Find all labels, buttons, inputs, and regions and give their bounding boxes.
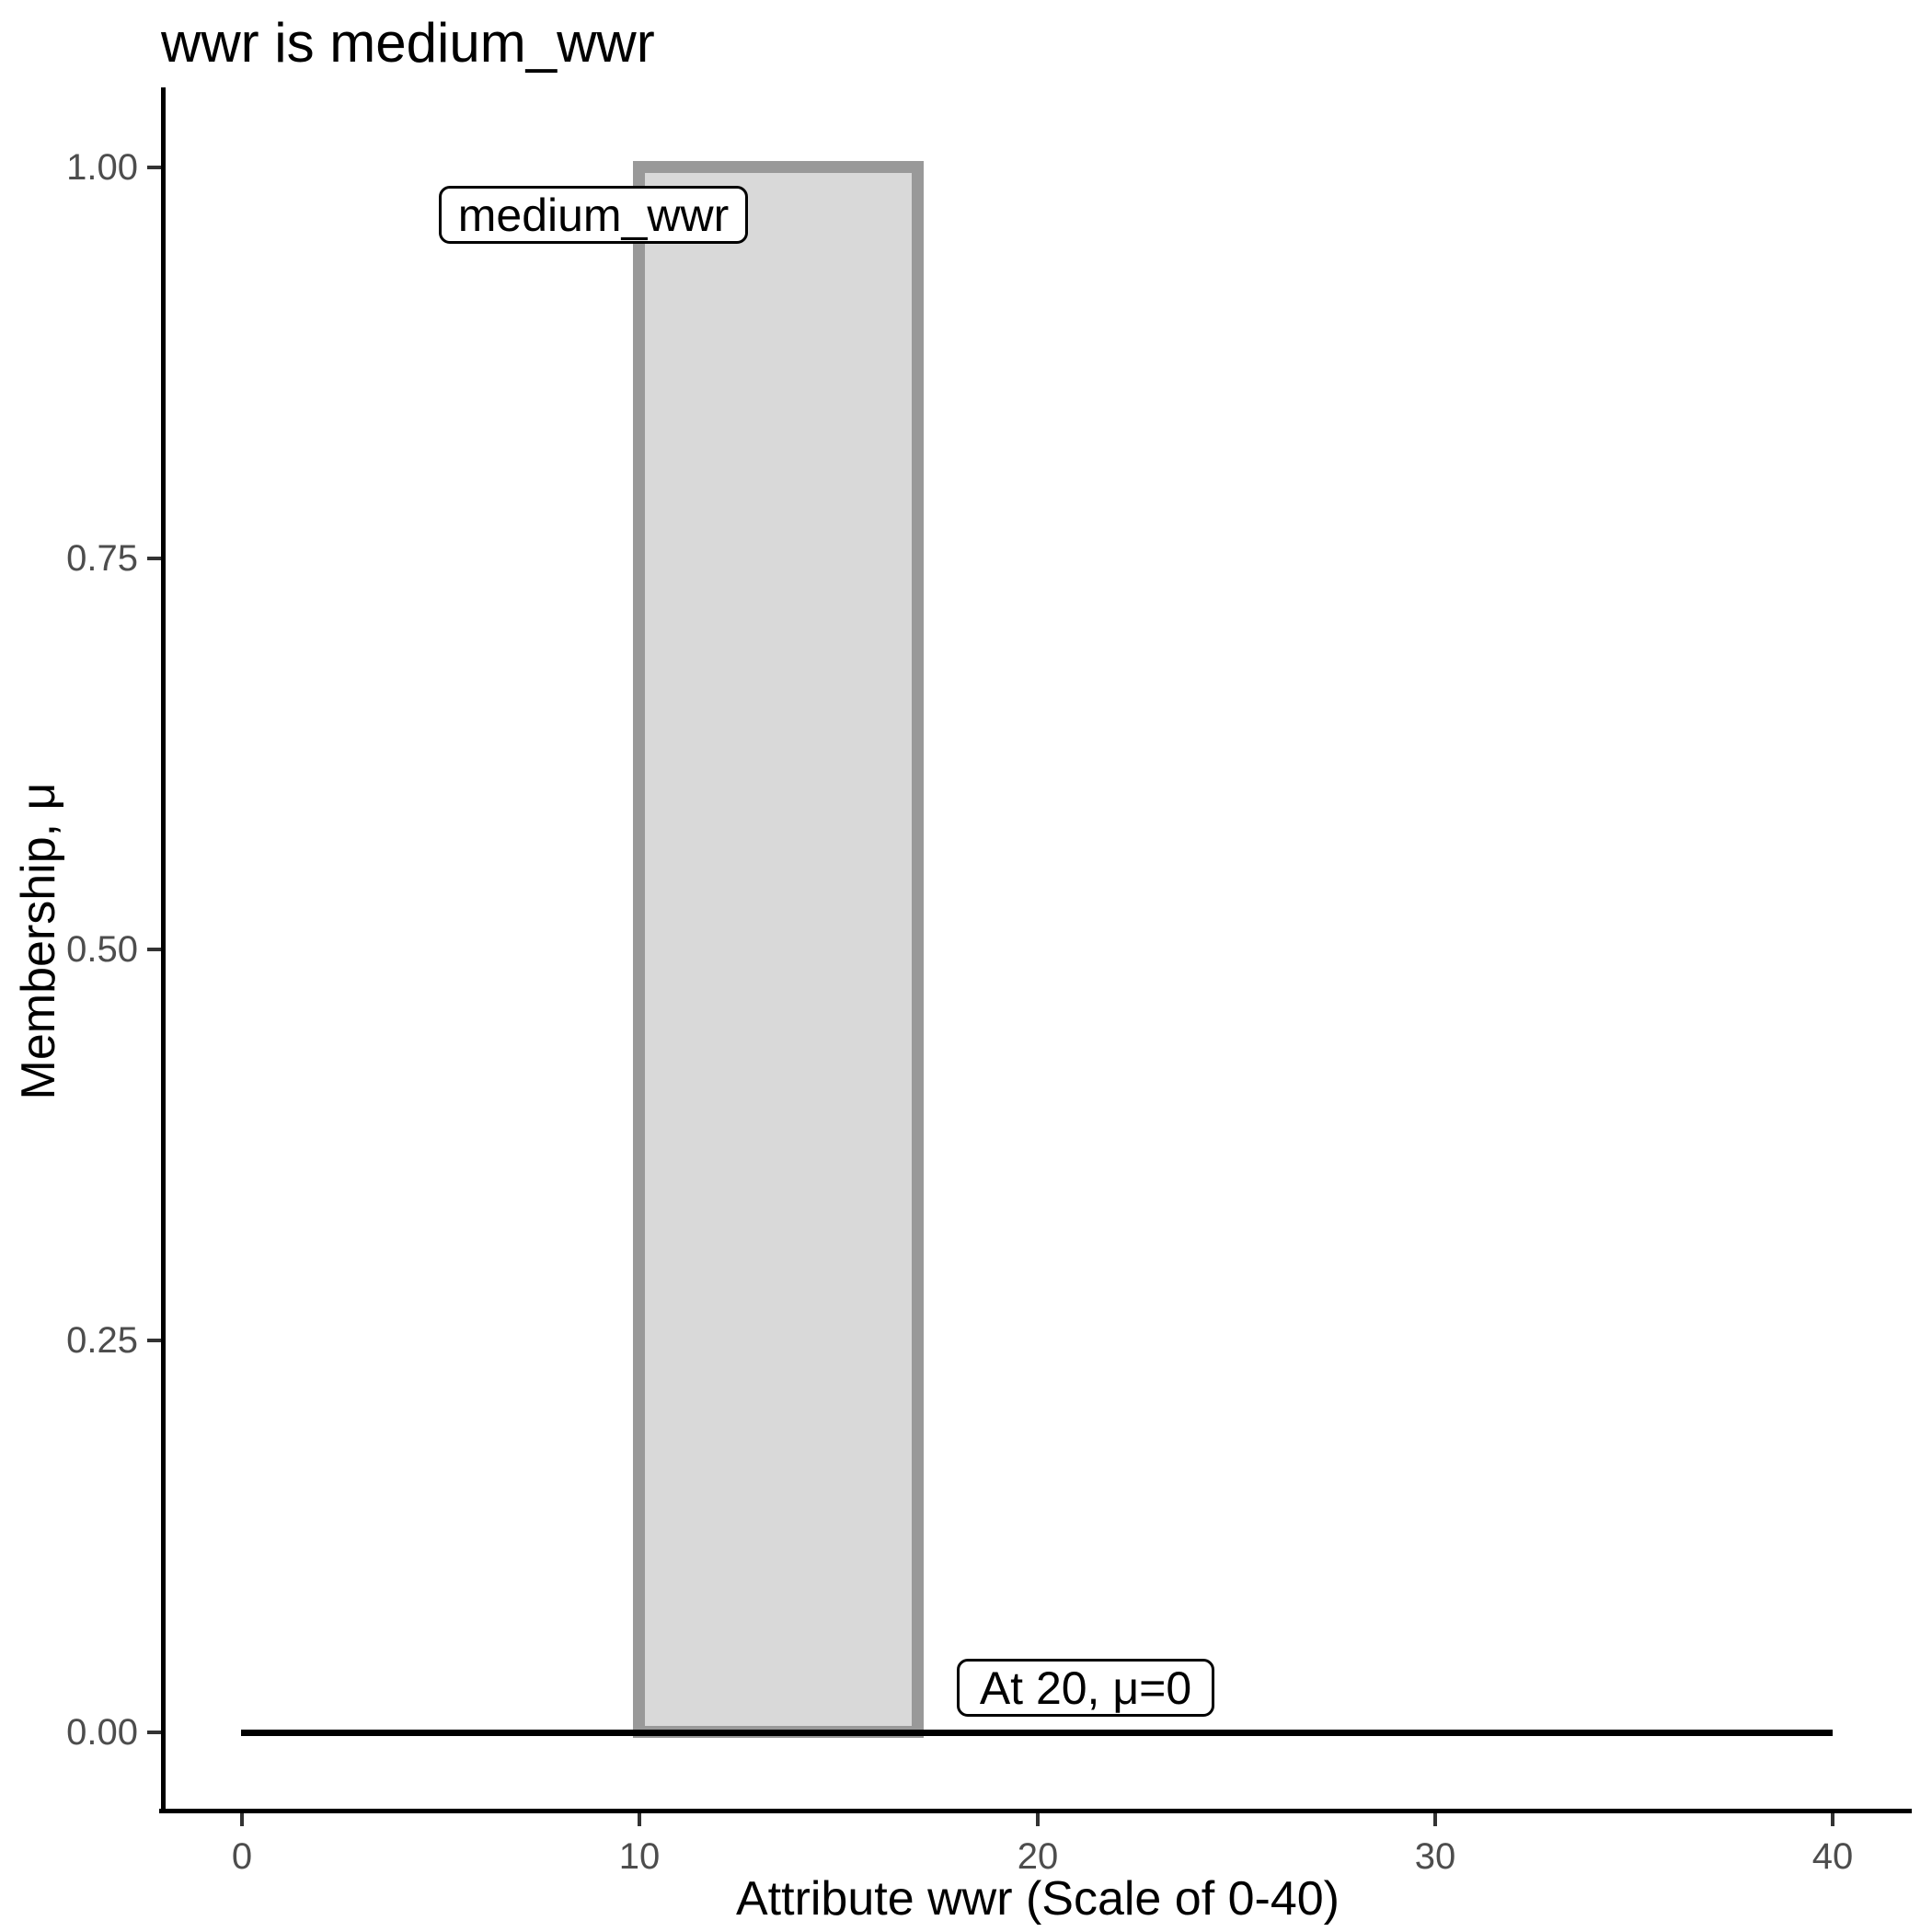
x-tick-label-0: 0 — [231, 1836, 253, 1877]
x-tick-label-20: 20 — [1017, 1836, 1059, 1877]
y-tick-label-1.00: 1.00 — [66, 147, 138, 188]
y-axis-title: Membership, μ — [12, 782, 65, 1100]
x-tick-label-10: 10 — [618, 1836, 661, 1877]
y-tick-label-0.00: 0.00 — [66, 1712, 138, 1753]
y-tick-label-0.50: 0.50 — [66, 929, 138, 970]
annotation-at-20-mu-0: At 20, μ=0 — [957, 1659, 1214, 1717]
x-tick-mark-20 — [1036, 1813, 1040, 1826]
x-axis-line — [159, 1809, 1912, 1813]
x-tick-mark-0 — [240, 1813, 244, 1826]
x-tick-label-40: 40 — [1811, 1836, 1854, 1877]
chart-title: wwr is medium_wwr — [161, 12, 655, 74]
y-tick-mark-0.00 — [147, 1731, 161, 1734]
y-tick-mark-1.00 — [147, 166, 161, 169]
x-tick-mark-30 — [1433, 1813, 1437, 1826]
x-tick-mark-10 — [638, 1813, 641, 1826]
x-tick-label-30: 30 — [1414, 1836, 1456, 1877]
annotation-medium-wwr: medium_wwr — [439, 186, 748, 244]
y-tick-label-0.75: 0.75 — [66, 538, 138, 579]
x-axis-title: Attribute wwr (Scale of 0-40) — [735, 1872, 1340, 1926]
annotation-at-20-mu-0-text: At 20, μ=0 — [979, 1662, 1192, 1714]
y-tick-mark-0.50 — [147, 948, 161, 951]
x-tick-mark-40 — [1831, 1813, 1834, 1826]
y-axis-line — [161, 87, 166, 1813]
membership-function-bar — [633, 161, 924, 1738]
annotation-medium-wwr-text: medium_wwr — [457, 189, 730, 241]
zero-membership-line — [241, 1730, 1833, 1736]
y-tick-label-0.25: 0.25 — [66, 1320, 138, 1361]
y-tick-mark-0.25 — [147, 1339, 161, 1342]
y-tick-mark-0.75 — [147, 557, 161, 560]
